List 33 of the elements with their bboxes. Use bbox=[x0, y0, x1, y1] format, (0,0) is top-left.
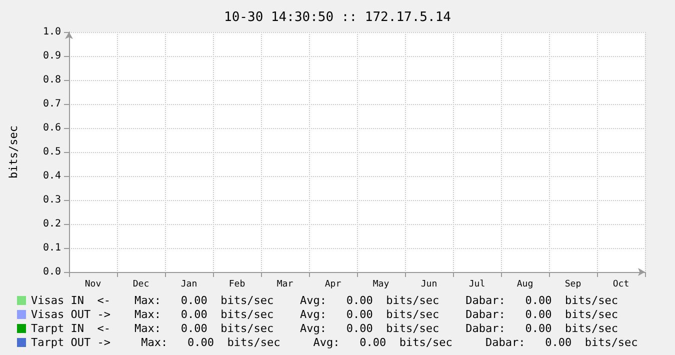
x-tick-label: Sep bbox=[564, 280, 582, 290]
x-tick-label: May bbox=[372, 280, 390, 290]
y-tick-label: 0.6 bbox=[42, 122, 61, 134]
x-tick-label: Jan bbox=[180, 280, 198, 290]
x-tick-label: Jul bbox=[468, 280, 486, 290]
y-tick-label: 0.3 bbox=[42, 194, 61, 206]
y-tick-label: 0.0 bbox=[42, 266, 61, 278]
legend-label: Tarpt OUT -> bbox=[31, 336, 111, 349]
y-tick-label: 0.4 bbox=[42, 170, 61, 182]
legend-label: Tarpt IN <- bbox=[31, 322, 110, 335]
y-tick-label: 0.2 bbox=[42, 218, 61, 230]
y-tick-label: 0.5 bbox=[42, 146, 61, 158]
x-tick-label: Mar bbox=[276, 280, 294, 290]
legend-label: Visas IN <- bbox=[31, 294, 110, 307]
text: Max: 0.00 bits/sec Avg: 0.00 bits/sec Dabar: 0.00 bits/sec bbox=[134, 322, 618, 335]
text: Max: 0.00 bits/sec Avg: 0.00 bits/sec Dabar: 0.00 bits/sec bbox=[134, 294, 618, 307]
y-tick-label: 0.7 bbox=[42, 98, 61, 110]
x-tick-label: Feb bbox=[228, 280, 246, 290]
y-tick-label: 1.0 bbox=[42, 26, 61, 38]
y-tick-label: 0.1 bbox=[42, 242, 61, 254]
x-tick-label: Apr bbox=[324, 280, 342, 290]
chart-title: 10-30 14:30:50 :: 172.17.5.14 bbox=[224, 10, 452, 25]
legend-label: Visas OUT -> bbox=[31, 308, 111, 321]
x-tick-label: Jun bbox=[420, 280, 438, 290]
x-tick-label: Nov bbox=[84, 280, 102, 290]
text: Max: 0.00 bits/sec Avg: 0.00 bits/sec Dabar: 0.00 bits/sec bbox=[134, 308, 618, 321]
y-tick-label: 0.8 bbox=[42, 74, 61, 86]
y-axis-title: bits/sec bbox=[7, 126, 20, 178]
y-tick-label: 0.9 bbox=[42, 50, 61, 62]
x-tick-label: Aug bbox=[516, 280, 534, 290]
text: Max: 0.00 bits/sec Avg: 0.00 bits/sec Dabar: 0.00 bits/sec bbox=[141, 336, 638, 349]
x-tick-label: Dec bbox=[132, 280, 150, 290]
x-tick-label: Oct bbox=[612, 280, 630, 290]
